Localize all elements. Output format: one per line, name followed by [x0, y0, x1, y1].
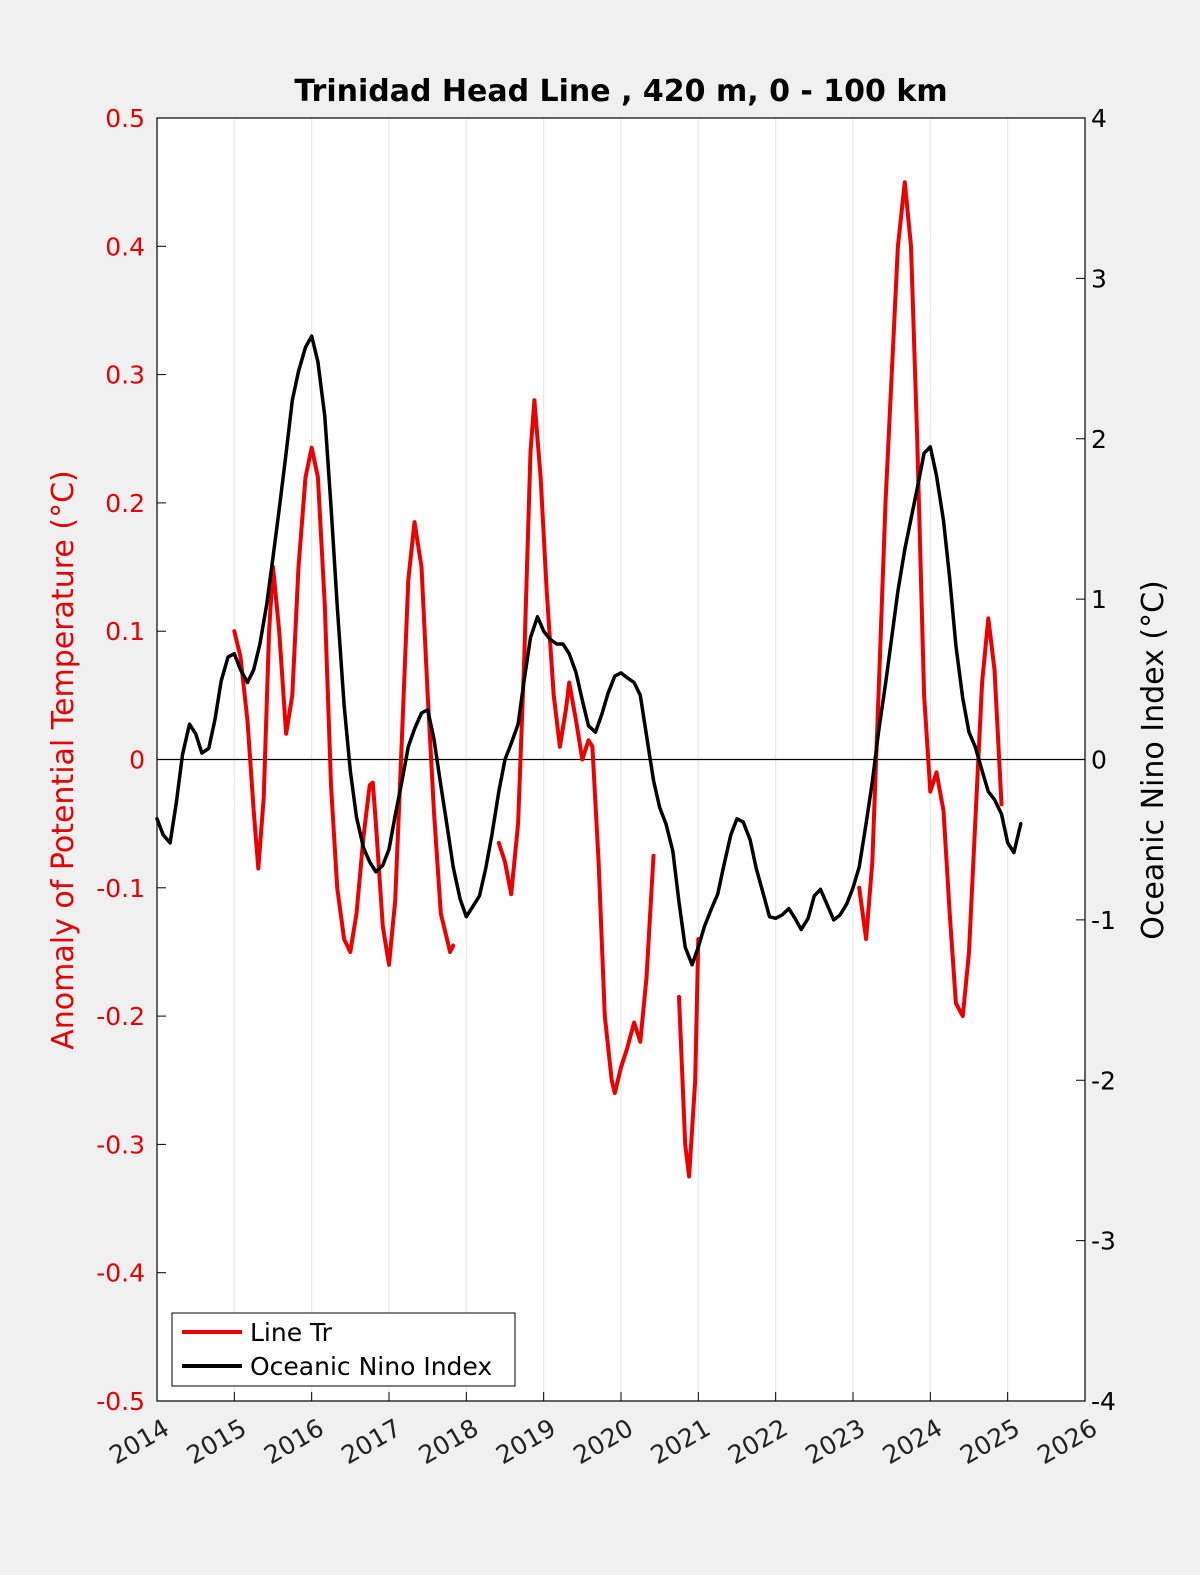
y-left-tick-label: -0.4	[96, 1259, 145, 1288]
y-left-tick-label: 0.2	[105, 489, 145, 518]
y-right-tick-label: -2	[1091, 1066, 1116, 1095]
y-left-tick-label: -0.2	[96, 1002, 145, 1031]
y-left-tick-label: 0.1	[105, 617, 145, 646]
y-left-tick-label: 0.4	[105, 232, 145, 261]
y-right-tick-label: 2	[1091, 425, 1107, 454]
line-tr-series	[857, 180, 1004, 1019]
legend-label-oni: Oceanic Nino Index	[250, 1352, 492, 1381]
tick-layer	[156, 117, 1086, 1402]
y-right-tick-label: 1	[1091, 585, 1107, 614]
y-left-tick-label: 0.3	[105, 361, 145, 390]
y-left-tick-label: 0.5	[105, 104, 145, 133]
y-left-tick-label: -0.3	[96, 1130, 145, 1159]
legend-box	[171, 1312, 516, 1387]
chart-title: Trinidad Head Line , 420 m, 0 - 100 km	[294, 74, 947, 109]
legend: Line Tr Oceanic Nino Index	[171, 1312, 516, 1387]
y-right-tick-label: -3	[1091, 1227, 1116, 1256]
line-tr-series	[496, 398, 656, 1096]
y-left-tick-label: -0.1	[96, 874, 145, 903]
y-right-tick-label: 0	[1091, 746, 1107, 775]
series-layer	[155, 180, 1023, 1179]
y-right-tick-label: -1	[1091, 906, 1116, 935]
oni-series	[155, 334, 1023, 967]
legend-label-line-tr: Line Tr	[250, 1318, 333, 1347]
y-right-tick-label: 3	[1091, 264, 1107, 293]
y-axis-left-label: Anomaly of Potential Temperature (°C)	[46, 470, 81, 1049]
y-axis-right-label: Oceanic Nino Index (°C)	[1136, 580, 1171, 940]
y-left-tick-label: -0.5	[96, 1387, 145, 1416]
y-left-tick-label: 0	[129, 746, 145, 775]
y-right-tick-label: 4	[1091, 104, 1107, 133]
line-tr-series	[232, 445, 456, 967]
line-tr-series	[677, 937, 701, 1179]
y-right-tick-label: -4	[1091, 1387, 1116, 1416]
